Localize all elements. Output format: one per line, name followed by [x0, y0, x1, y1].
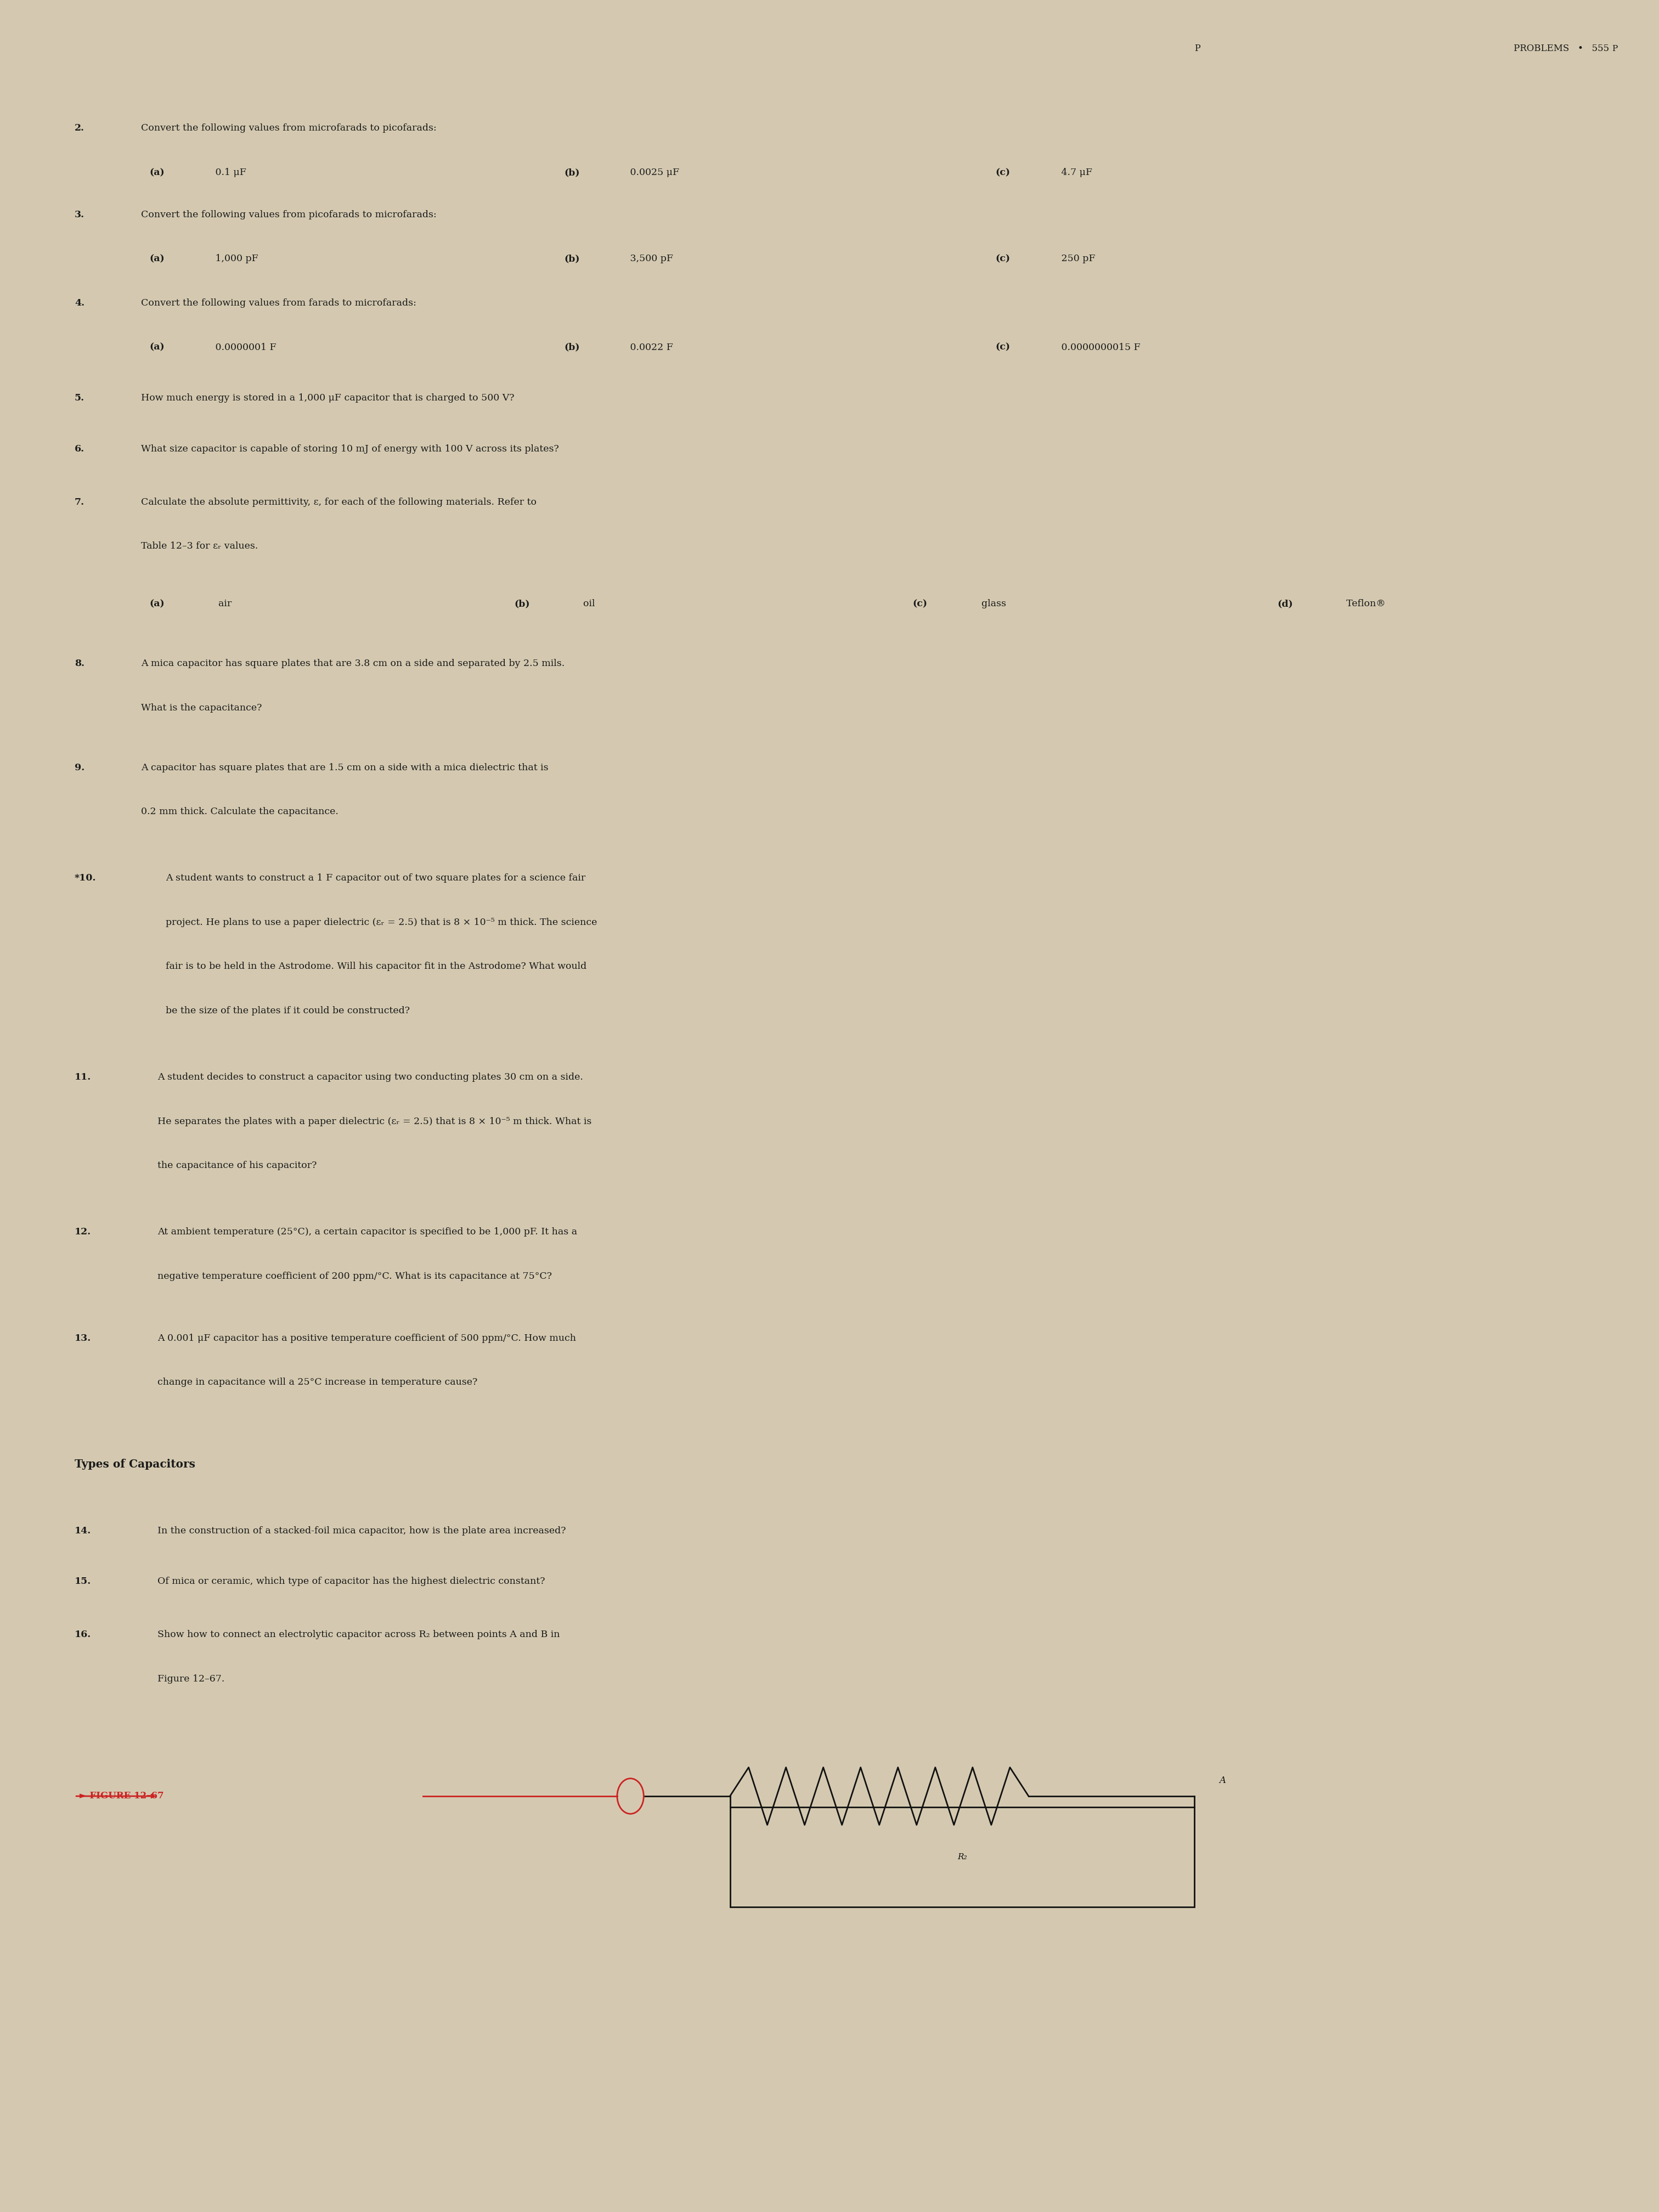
Text: 6.: 6.	[75, 445, 85, 453]
Text: (a): (a)	[149, 599, 164, 608]
Text: (a): (a)	[149, 254, 164, 263]
Text: (a): (a)	[149, 343, 164, 352]
Text: 0.2 mm thick. Calculate the capacitance.: 0.2 mm thick. Calculate the capacitance.	[141, 807, 338, 816]
Text: 8.: 8.	[75, 659, 85, 668]
Text: Show how to connect an electrolytic capacitor across R₂ between points A and B i: Show how to connect an electrolytic capa…	[158, 1630, 561, 1639]
Text: the capacitance of his capacitor?: the capacitance of his capacitor?	[158, 1161, 317, 1170]
Text: Convert the following values from picofarads to microfarads:: Convert the following values from picofa…	[141, 210, 436, 219]
Text: P: P	[1194, 44, 1201, 53]
Text: At ambient temperature (25°C), a certain capacitor is specified to be 1,000 pF. : At ambient temperature (25°C), a certain…	[158, 1228, 577, 1237]
Text: 14.: 14.	[75, 1526, 91, 1535]
Text: A student wants to construct a 1 F capacitor out of two square plates for a scie: A student wants to construct a 1 F capac…	[166, 874, 586, 883]
Text: How much energy is stored in a 1,000 μF capacitor that is charged to 500 V?: How much energy is stored in a 1,000 μF …	[141, 394, 514, 403]
Text: 250 pF: 250 pF	[1058, 254, 1095, 263]
Text: 4.: 4.	[75, 299, 85, 307]
Text: 7.: 7.	[75, 498, 85, 507]
Text: Teflon®: Teflon®	[1340, 599, 1385, 608]
Text: PROBLEMS   •   555: PROBLEMS • 555	[1513, 44, 1609, 53]
Text: (b): (b)	[564, 254, 579, 263]
Text: 4.7 μF: 4.7 μF	[1058, 168, 1093, 177]
Text: (a): (a)	[149, 168, 164, 177]
Text: glass: glass	[975, 599, 1007, 608]
Text: What size capacitor is capable of storing 10 mJ of energy with 100 V across its : What size capacitor is capable of storin…	[141, 445, 559, 453]
Text: 1,000 pF: 1,000 pF	[212, 254, 259, 263]
Text: (b): (b)	[564, 343, 579, 352]
Text: oil: oil	[577, 599, 596, 608]
Text: 3.: 3.	[75, 210, 85, 219]
Text: 2.: 2.	[75, 124, 85, 133]
Text: negative temperature coefficient of 200 ppm/°C. What is its capacitance at 75°C?: negative temperature coefficient of 200 …	[158, 1272, 552, 1281]
Text: 0.0000000015 F: 0.0000000015 F	[1058, 343, 1141, 352]
Text: (d): (d)	[1277, 599, 1292, 608]
Text: project. He plans to use a paper dielectric (εᵣ = 2.5) that is 8 × 10⁻⁵ m thick.: project. He plans to use a paper dielect…	[166, 918, 597, 927]
Text: 9.: 9.	[75, 763, 85, 772]
Text: 0.0025 μF: 0.0025 μF	[627, 168, 679, 177]
Bar	[730, 1807, 1194, 1907]
Text: (c): (c)	[995, 343, 1010, 352]
Text: He separates the plates with a paper dielectric (εᵣ = 2.5) that is 8 × 10⁻⁵ m th: He separates the plates with a paper die…	[158, 1117, 592, 1126]
Text: P: P	[1613, 44, 1618, 53]
Text: Convert the following values from microfarads to picofarads:: Convert the following values from microf…	[141, 124, 436, 133]
Text: Calculate the absolute permittivity, ε, for each of the following materials. Ref: Calculate the absolute permittivity, ε, …	[141, 498, 536, 507]
Text: (c): (c)	[995, 254, 1010, 263]
Text: A: A	[1219, 1776, 1226, 1785]
Text: 3,500 pF: 3,500 pF	[627, 254, 674, 263]
Text: 12.: 12.	[75, 1228, 91, 1237]
Text: 15.: 15.	[75, 1577, 91, 1586]
Text: (b): (b)	[564, 168, 579, 177]
Text: Of mica or ceramic, which type of capacitor has the highest dielectric constant?: Of mica or ceramic, which type of capaci…	[158, 1577, 546, 1586]
Text: 13.: 13.	[75, 1334, 91, 1343]
Text: Types of Capacitors: Types of Capacitors	[75, 1460, 196, 1469]
Text: 0.0022 F: 0.0022 F	[627, 343, 674, 352]
Text: 16.: 16.	[75, 1630, 91, 1639]
Text: 0.0000001 F: 0.0000001 F	[212, 343, 277, 352]
Text: R₂: R₂	[957, 1854, 967, 1860]
Text: In the construction of a stacked-foil mica capacitor, how is the plate area incr: In the construction of a stacked-foil mi…	[158, 1526, 566, 1535]
Text: *10.: *10.	[75, 874, 96, 883]
Text: Figure 12–67.: Figure 12–67.	[158, 1674, 224, 1683]
Text: air: air	[212, 599, 232, 608]
Text: What is the capacitance?: What is the capacitance?	[141, 703, 262, 712]
Text: 0.1 μF: 0.1 μF	[212, 168, 246, 177]
Text: change in capacitance will a 25°C increase in temperature cause?: change in capacitance will a 25°C increa…	[158, 1378, 478, 1387]
Text: Convert the following values from farads to microfarads:: Convert the following values from farads…	[141, 299, 416, 307]
Text: (b): (b)	[514, 599, 529, 608]
Text: A student decides to construct a capacitor using two conducting plates 30 cm on : A student decides to construct a capacit…	[158, 1073, 584, 1082]
Text: A 0.001 μF capacitor has a positive temperature coefficient of 500 ppm/°C. How m: A 0.001 μF capacitor has a positive temp…	[158, 1334, 576, 1343]
Text: ► FIGURE 12–67: ► FIGURE 12–67	[80, 1792, 164, 1801]
Text: 11.: 11.	[75, 1073, 91, 1082]
Text: (c): (c)	[912, 599, 927, 608]
Text: Table 12–3 for εᵣ values.: Table 12–3 for εᵣ values.	[141, 542, 259, 551]
Text: 5.: 5.	[75, 394, 85, 403]
Text: A capacitor has square plates that are 1.5 cm on a side with a mica dielectric t: A capacitor has square plates that are 1…	[141, 763, 549, 772]
Text: (c): (c)	[995, 168, 1010, 177]
Text: A mica capacitor has square plates that are 3.8 cm on a side and separated by 2.: A mica capacitor has square plates that …	[141, 659, 564, 668]
Text: fair is to be held in the Astrodome. Will his capacitor fit in the Astrodome? Wh: fair is to be held in the Astrodome. Wil…	[166, 962, 587, 971]
Text: be the size of the plates if it could be constructed?: be the size of the plates if it could be…	[166, 1006, 410, 1015]
